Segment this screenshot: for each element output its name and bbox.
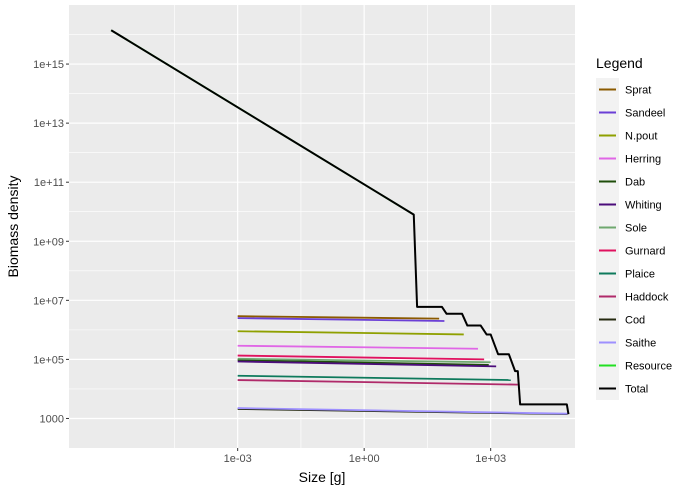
legend-label: Herring [625,154,661,166]
legend-key-background [596,78,619,400]
legend-label: Sandeel [625,108,665,120]
series-line-n-pout [237,330,464,336]
x-tick-label: 1e+00 [349,453,380,465]
y-axis-title: Biomass density [5,176,21,278]
legend-label: Dab [625,177,645,189]
y-tick-label: 1e+13 [33,118,64,130]
series-line-haddock [237,379,518,386]
legend-label: Haddock [625,292,669,304]
legend-label: Whiting [625,200,662,212]
series-line-plaice [237,374,511,381]
y-tick-label: 1e+15 [33,59,64,71]
legend-label: Gurnard [625,246,665,258]
legend: Legend Sprat Sandeel N.pout Herring Dab Whiti… [596,55,672,400]
legend-label: Total [625,384,648,396]
y-tick-label: 1e+07 [33,295,64,307]
x-axis-title: Size [g] [299,469,346,485]
legend-label: Sole [625,223,647,235]
x-tick-label: 1e-03 [224,453,252,465]
series-line-sprat [237,315,440,320]
legend-label: Resource [625,361,672,373]
series-line-sole [237,357,491,364]
series-line-dab [237,359,489,366]
y-tick-label: 1e+09 [33,236,64,248]
series-line-herring [237,344,478,350]
y-tick-label: 1000 [40,413,64,425]
axes: 1e-03 1e+00 1e+03 1000 1e+05 1e+07 1e+09 1e+11 1… [33,59,506,465]
series-line-total [110,29,570,415]
x-tick-label: 1e+03 [475,453,506,465]
series-line-gurnard [237,354,485,361]
legend-label: Saithe [625,338,656,350]
legend-label: Plaice [625,269,655,281]
series-line-saithe [237,407,568,415]
y-tick-label: 1e+11 [34,177,64,189]
series-layer [110,29,570,416]
legend-label: Sprat [625,85,651,97]
y-tick-label: 1e+05 [33,354,64,366]
legend-label: Cod [625,315,645,327]
legend-title: Legend [596,55,643,71]
series-line-sandeel [237,317,445,322]
legend-label: N.pout [625,131,657,143]
series-line-whiting [237,360,497,368]
